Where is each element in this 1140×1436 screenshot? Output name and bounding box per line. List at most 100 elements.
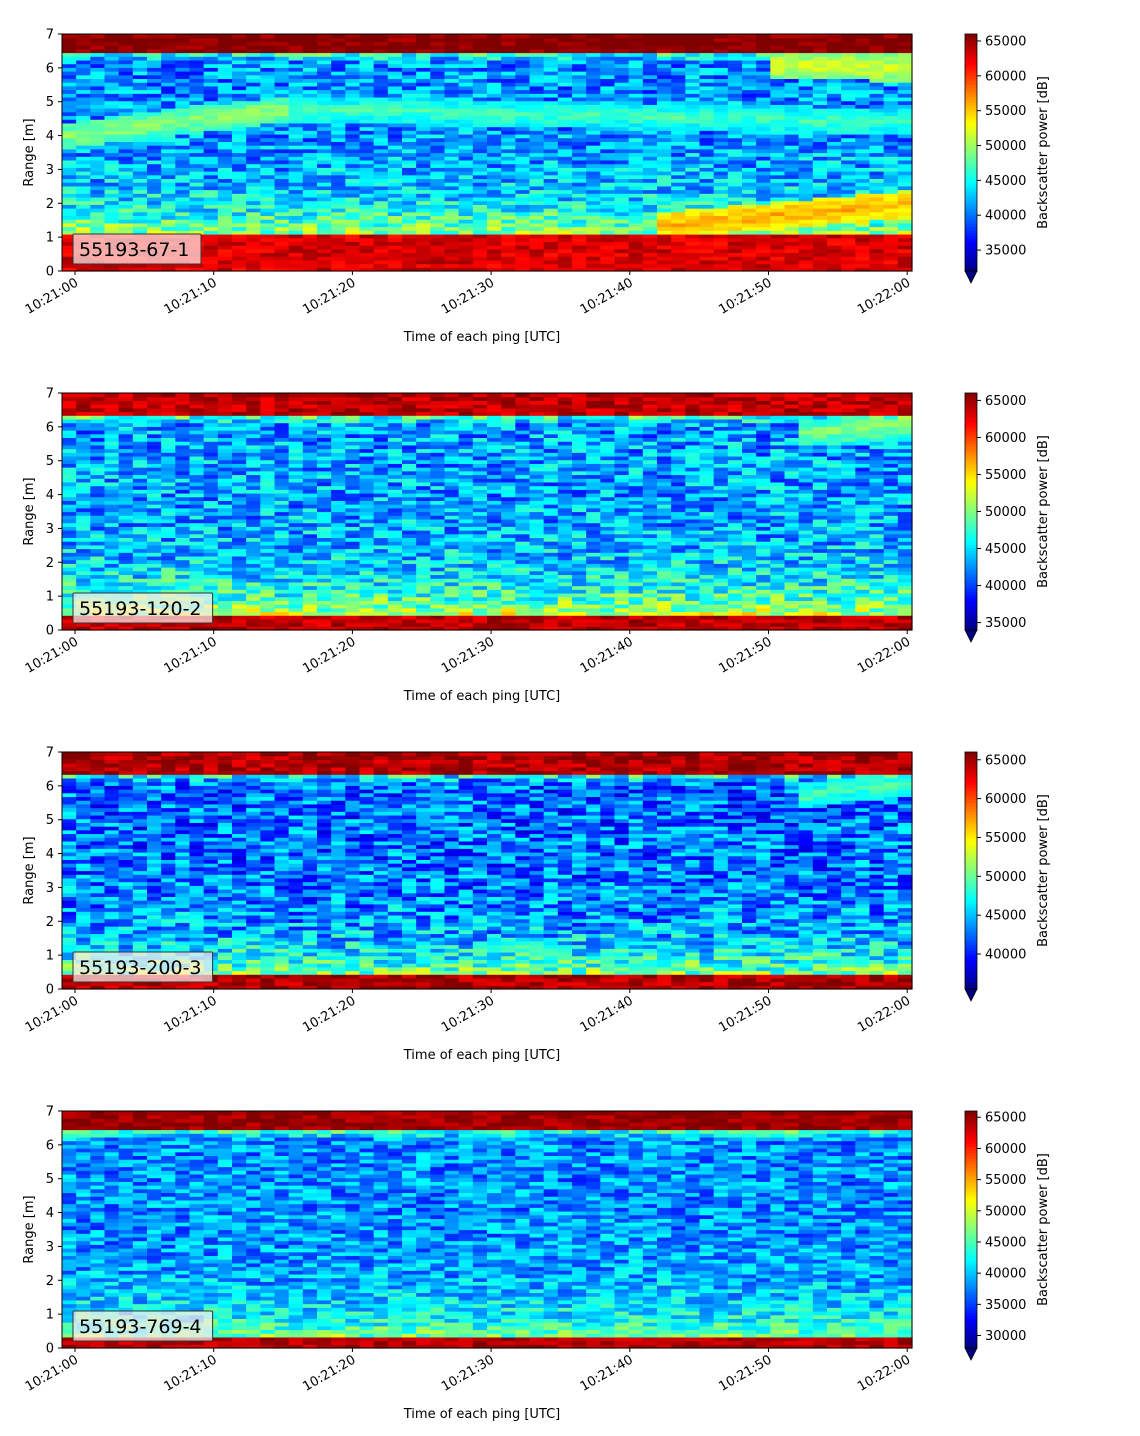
heatmap-cell: [628, 63, 644, 68]
heatmap-cell: [883, 178, 899, 183]
heatmap-cell: [62, 496, 77, 501]
heatmap-cell: [487, 115, 502, 120]
heatmap-cell: [189, 156, 205, 161]
heatmap-cell: [742, 37, 757, 42]
heatmap-cell: [657, 133, 672, 139]
heatmap-cell: [727, 233, 743, 239]
heatmap-cell: [217, 222, 233, 228]
heatmap-cell: [543, 211, 559, 217]
heatmap-cell: [118, 467, 134, 472]
heatmap-cell: [302, 167, 318, 172]
heatmap-cell: [132, 100, 148, 105]
heatmap-cell: [756, 104, 771, 109]
heatmap-cell: [217, 71, 233, 76]
colorbar-label: Backscatter power [dB]: [1036, 76, 1051, 229]
heatmap-cell: [784, 71, 800, 76]
heatmap-cell: [501, 126, 516, 131]
colorbar-segment: [965, 164, 977, 168]
heatmap-cell: [288, 167, 304, 172]
heatmap-cell: [784, 200, 800, 205]
heatmap-cell: [883, 185, 899, 191]
heatmap-cell: [756, 152, 771, 157]
heatmap-cell: [543, 156, 559, 161]
heatmap-cell: [402, 178, 417, 183]
heatmap-cell: [260, 41, 276, 46]
heatmap-cell: [685, 104, 701, 109]
heatmap-cell: [62, 37, 77, 42]
heatmap-cell: [685, 263, 701, 268]
heatmap-cell: [175, 174, 191, 180]
heatmap-cell: [203, 159, 219, 165]
heatmap-cell: [118, 518, 134, 524]
heatmap-cell: [62, 122, 77, 128]
heatmap-cell: [76, 204, 91, 209]
heatmap-cell: [62, 463, 77, 468]
heatmap-cell: [557, 100, 573, 105]
heatmap-cell: [402, 141, 417, 146]
heatmap-cell: [90, 37, 106, 42]
heatmap-cell: [62, 152, 77, 157]
heatmap-cell: [331, 237, 346, 242]
heatmap-cell: [614, 200, 630, 205]
heatmap-cell: [883, 89, 899, 94]
heatmap-cell: [104, 459, 120, 464]
heatmap-cell: [883, 230, 899, 235]
heatmap-cell: [827, 148, 842, 154]
heatmap-cell: [841, 52, 856, 57]
heatmap-cell: [246, 122, 261, 128]
heatmap-cell: [246, 41, 261, 46]
heatmap-cell: [430, 100, 446, 105]
heatmap-cell: [784, 211, 800, 217]
heatmap-cell: [260, 196, 276, 202]
heatmap-cell: [260, 174, 276, 180]
heatmap-cell: [62, 533, 77, 539]
heatmap-cell: [784, 193, 800, 198]
heatmap-cell: [699, 130, 715, 135]
heatmap-cell: [600, 230, 616, 235]
heatmap-cell: [727, 237, 743, 242]
heatmap-cell: [62, 133, 77, 139]
heatmap-cell: [189, 455, 205, 461]
heatmap-cell: [90, 511, 106, 516]
heatmap-cell: [232, 444, 247, 450]
heatmap-cell: [90, 463, 106, 468]
heatmap-cell: [756, 52, 771, 57]
heatmap-cell: [76, 174, 91, 180]
heatmap-cell: [345, 196, 361, 202]
heatmap-cell: [317, 219, 332, 224]
heatmap-cell: [402, 52, 417, 57]
heatmap-cell: [217, 426, 233, 431]
heatmap-cell: [217, 141, 233, 146]
heatmap-cell: [62, 596, 77, 601]
heatmap-cell: [161, 559, 176, 564]
heatmap-cell: [104, 126, 120, 131]
heatmap-cell: [713, 93, 729, 98]
heatmap-cell: [713, 126, 729, 131]
heatmap-cell: [784, 222, 800, 228]
heatmap-cell: [487, 263, 502, 268]
heatmap-cell: [302, 108, 318, 113]
heatmap-cell: [217, 174, 233, 180]
heatmap-cell: [62, 100, 77, 105]
heatmap-cell: [331, 52, 346, 57]
heatmap-cell: [402, 74, 417, 80]
heatmap-cell: [883, 74, 899, 80]
heatmap-cell: [76, 470, 91, 476]
heatmap-cell: [897, 133, 913, 139]
heatmap-cell: [812, 259, 828, 265]
heatmap-cell: [628, 148, 644, 154]
heatmap-cell: [855, 111, 871, 117]
heatmap-cell: [274, 452, 290, 457]
heatmap-cell: [90, 400, 106, 405]
heatmap-cell: [897, 193, 913, 198]
heatmap-cell: [260, 574, 276, 579]
heatmap-cell: [784, 89, 800, 94]
heatmap-cell: [288, 215, 304, 220]
heatmap-cell: [104, 208, 120, 213]
heatmap-cell: [90, 96, 106, 102]
heatmap-cell: [161, 137, 176, 142]
heatmap-cell: [302, 230, 318, 235]
heatmap-cell: [90, 222, 106, 228]
heatmap-cell: [458, 259, 474, 265]
heatmap-cell: [572, 222, 587, 228]
